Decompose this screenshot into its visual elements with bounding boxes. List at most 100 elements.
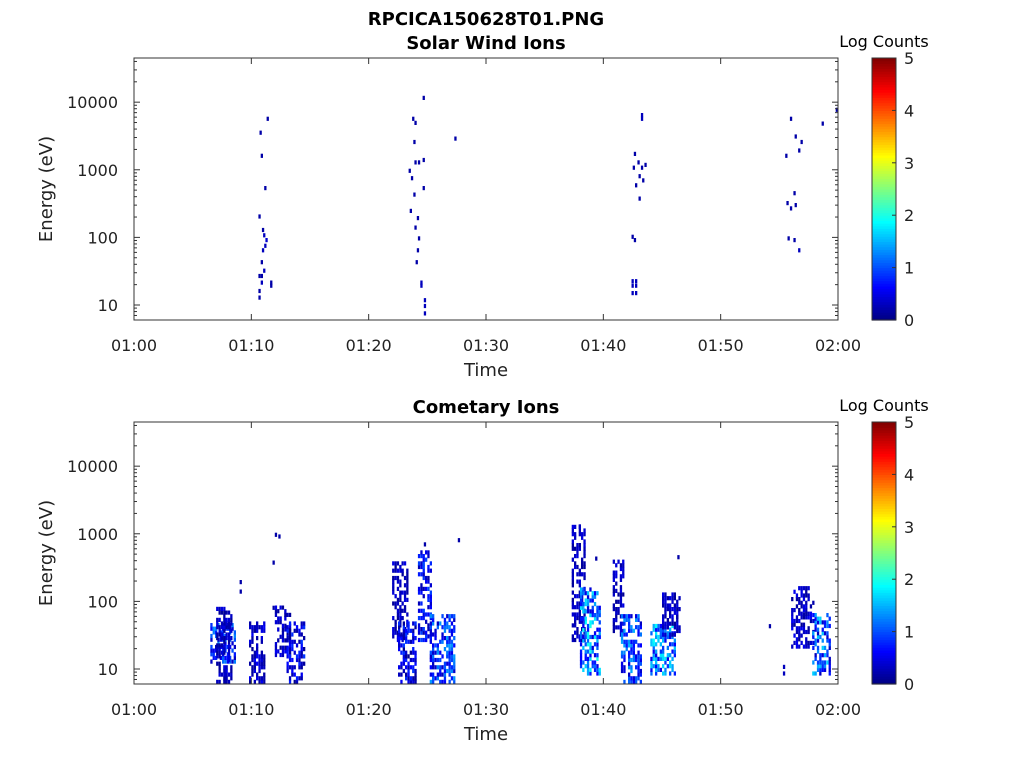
heatmap-cell: [450, 668, 454, 674]
heatmap-cell: [666, 653, 669, 658]
heatmap-cell: [300, 647, 303, 652]
heatmap-cell: [615, 625, 618, 630]
heatmap-cell: [412, 679, 415, 684]
heatmap-cell: [392, 586, 395, 591]
heatmap-cell: [453, 679, 456, 684]
heatmap-cell: [272, 560, 275, 565]
heatmap-cell: [286, 654, 289, 659]
heatmap-cell: [446, 621, 449, 626]
heatmap-cell: [615, 599, 618, 604]
heatmap-cell: [612, 625, 615, 630]
colorbar-segment: [872, 133, 896, 138]
heatmap-cell: [220, 632, 224, 637]
heatmap-cell: [582, 587, 585, 592]
heatmap-cell: [396, 630, 400, 635]
heatmap-cell: [637, 657, 640, 663]
heatmap-cell: [399, 612, 402, 617]
colorbar-segment: [872, 435, 896, 439]
heatmap-cell: [678, 625, 681, 630]
heatmap-cell: [448, 668, 451, 674]
heatmap-cell: [263, 676, 266, 681]
x-tick-label: 01:50: [698, 700, 744, 719]
heatmap-cell: [582, 660, 585, 665]
heatmap-cell: [591, 613, 594, 618]
heatmap-cell: [439, 657, 442, 663]
colorbar-segment: [872, 238, 896, 242]
heatmap-cell: [450, 654, 454, 659]
heatmap-cell: [620, 614, 624, 619]
colorbar-segment: [872, 233, 896, 237]
heatmap-cell: [574, 605, 577, 610]
heatmap-cell: [805, 615, 808, 620]
heatmap-cell: [593, 660, 597, 665]
plot-frame: [133, 57, 839, 321]
heatmap-cell: [216, 643, 219, 648]
heatmap-cell: [225, 672, 228, 677]
solar-wind-y-axis-label: Energy (eV): [36, 136, 57, 242]
heatmap-cell: [409, 665, 412, 670]
heatmap-cell: [676, 599, 679, 604]
heatmap-cell: [281, 634, 285, 639]
heatmap-cell: [398, 636, 401, 641]
heatmap-cell: [628, 621, 631, 626]
heatmap-cell: [399, 568, 402, 573]
heatmap-cell: [637, 668, 640, 674]
heatmap-cell: [230, 636, 233, 641]
heatmap-cell: [571, 623, 574, 628]
heatmap-cell: [583, 630, 586, 635]
heatmap-cell: [446, 668, 449, 674]
colorbar-segment: [872, 267, 896, 271]
heatmap-cell: [630, 668, 633, 674]
heatmap-cell: [578, 528, 581, 533]
heatmap-cell: [798, 644, 801, 649]
heatmap-cell: [396, 608, 400, 613]
heatmap-cell: [233, 652, 236, 657]
heatmap-cell: [676, 610, 679, 615]
heatmap-cell: [291, 647, 294, 652]
y-tick-label: 10: [98, 660, 118, 679]
heatmap-cell: [574, 619, 577, 624]
heatmap-cell: [412, 632, 415, 637]
heatmap-cell: [619, 599, 623, 604]
colorbar-segment: [872, 165, 896, 169]
heatmap-cell: [402, 661, 405, 666]
heatmap-cell: [288, 643, 292, 648]
heatmap-cell: [821, 664, 824, 669]
colorbar-segment: [872, 168, 896, 172]
heatmap-cell: [579, 605, 583, 610]
heatmap-cell: [598, 671, 601, 676]
heatmap-cell: [669, 621, 672, 626]
heatmap-cell: [263, 621, 266, 626]
colorbar-segment: [872, 516, 896, 520]
heatmap-cell: [619, 574, 623, 579]
colorbar-segment: [872, 76, 896, 80]
heatmap-cell: [414, 679, 417, 684]
heatmap-cell: [429, 621, 432, 626]
colorbar-segment: [872, 154, 896, 159]
colorbar-segment: [872, 296, 896, 300]
heatmap-cell: [655, 631, 658, 636]
heatmap-cell: [220, 610, 224, 615]
heatmap-cell: [402, 632, 405, 637]
heatmap-cell: [576, 634, 579, 639]
heatmap-cell: [589, 613, 592, 618]
heatmap-cell: [584, 609, 587, 614]
heatmap-cell: [571, 590, 574, 595]
heatmap-cell: [805, 604, 808, 609]
heatmap-cell: [434, 657, 437, 663]
colorbar-segment: [872, 314, 896, 318]
colorbar-segment: [872, 534, 896, 538]
heatmap-cell: [441, 636, 444, 641]
colorbar-segment: [872, 246, 896, 250]
heatmap-cell: [286, 612, 289, 617]
x-tick-label: 01:40: [580, 700, 626, 719]
heatmap-cell: [819, 671, 822, 676]
heatmap-cell: [219, 655, 222, 660]
colorbar-segment: [872, 547, 896, 551]
colorbar-segment: [872, 86, 896, 91]
heatmap-cell: [793, 608, 796, 613]
heatmap-cell: [274, 620, 278, 625]
heatmap-cell: [625, 617, 628, 622]
heatmap-cell: [286, 625, 289, 630]
heatmap-cell: [612, 618, 615, 623]
